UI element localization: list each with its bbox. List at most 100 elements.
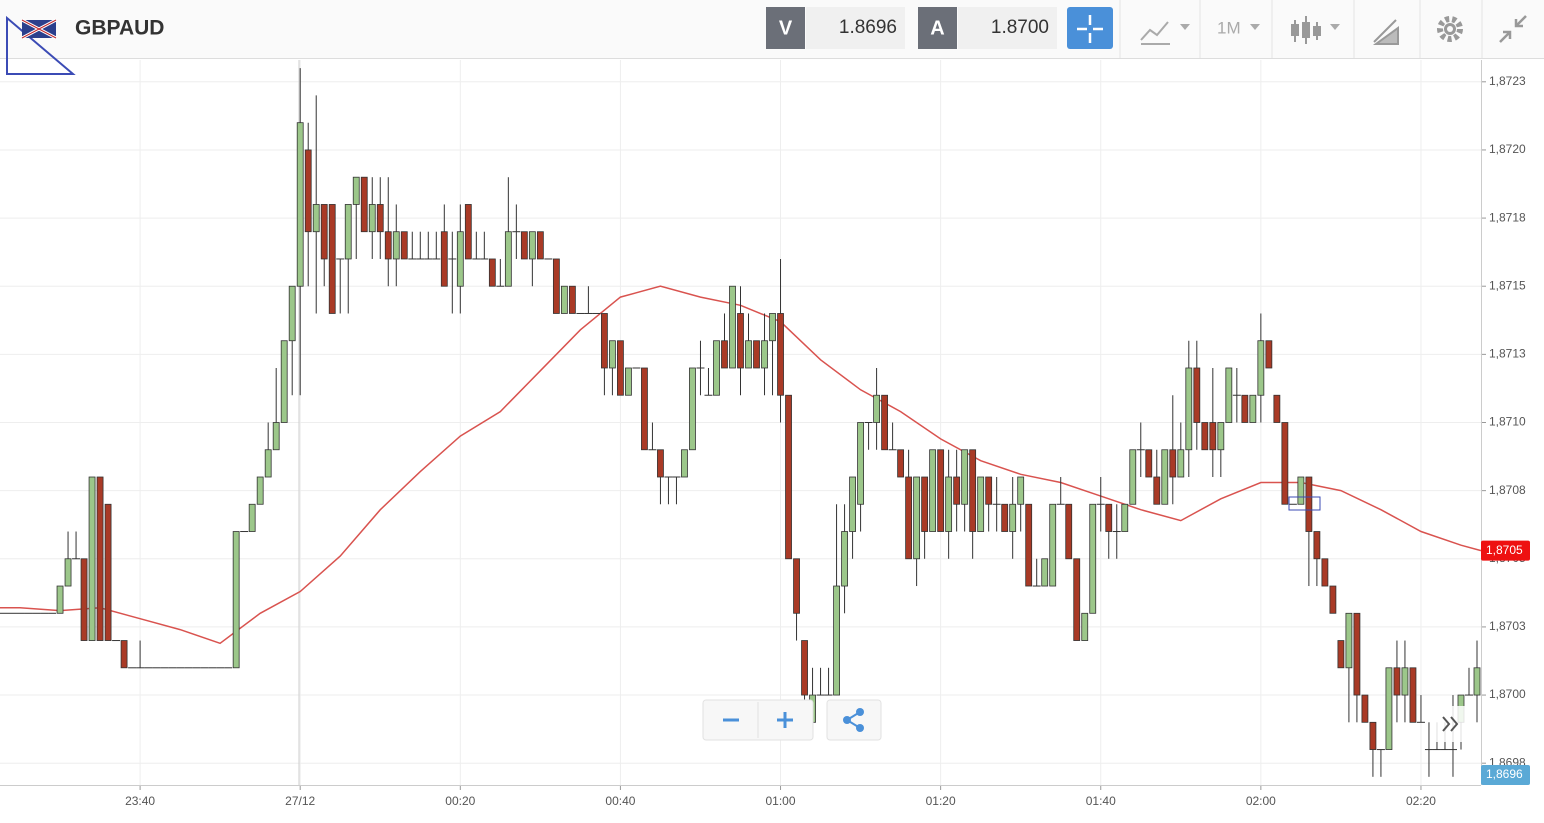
y-tick-label: 1,8703 — [1489, 619, 1526, 633]
candle-body — [689, 367, 696, 451]
dropdown-arrow — [1250, 24, 1260, 30]
bid-box[interactable] — [806, 7, 905, 49]
candle-body — [56, 585, 64, 614]
candle-body — [897, 449, 905, 478]
candle-body — [88, 476, 96, 641]
candle-body — [440, 231, 448, 287]
scroll-end-button[interactable] — [1442, 716, 1459, 732]
candle-body — [1345, 612, 1353, 669]
candle-body — [1177, 449, 1185, 478]
candle-body — [104, 503, 112, 641]
candle-body — [256, 476, 264, 505]
candle-body — [456, 231, 464, 287]
candle-body — [1025, 503, 1033, 587]
candle-body — [657, 449, 664, 478]
crosshair-icon — [1077, 15, 1103, 43]
ask-box[interactable] — [958, 7, 1057, 49]
zoom-in-button[interactable] — [777, 712, 793, 728]
candle-body — [1281, 422, 1289, 505]
candle-icon — [1313, 26, 1321, 36]
draw-icon[interactable] — [1372, 19, 1399, 45]
candle-body — [328, 204, 336, 314]
candle-body — [1065, 503, 1073, 560]
candle-body — [1241, 394, 1249, 423]
settings-icon-hole — [1447, 26, 1453, 32]
candle-body — [1369, 721, 1377, 750]
candle-body — [1089, 503, 1097, 614]
candle-body — [96, 476, 104, 641]
chart-type-icon[interactable] — [1140, 21, 1170, 45]
candle-body — [833, 585, 840, 696]
symbol: GBPAUD — [75, 17, 164, 40]
x-tick-label: 00:40 — [605, 794, 635, 808]
y-tick-label: 1,8715 — [1489, 278, 1526, 292]
candle-body — [1041, 558, 1049, 587]
candle-body — [785, 394, 792, 560]
candle-body — [681, 449, 688, 478]
ma-price-label: 1,8705 — [1486, 543, 1523, 557]
candle-body — [1329, 585, 1337, 614]
candle-body — [921, 476, 929, 532]
candle-body — [384, 231, 392, 260]
bid-letter: V — [779, 17, 793, 39]
candle-body — [552, 258, 560, 314]
candle-body — [488, 258, 496, 287]
ask-price: 1.8700 — [991, 17, 1049, 38]
collapse-icon[interactable] — [1499, 15, 1527, 43]
zoom-controls — [702, 699, 1468, 742]
candle-body — [953, 476, 961, 505]
candle-body — [945, 476, 953, 532]
candle-body — [745, 340, 752, 369]
candle-body — [1257, 340, 1265, 396]
candle-body — [713, 340, 720, 396]
candle-body — [464, 204, 472, 260]
settings-icon[interactable] — [1437, 16, 1463, 42]
candle-body — [400, 231, 408, 260]
x-tick-label: 02:20 — [1406, 794, 1436, 808]
candle-body — [520, 231, 528, 260]
y-tick-label: 1,8720 — [1489, 142, 1526, 156]
candle-body — [288, 285, 296, 342]
candle-body — [1225, 367, 1233, 423]
candle-body — [536, 231, 544, 260]
candle-body — [913, 476, 921, 560]
x-tick-label: 01:40 — [1086, 794, 1116, 808]
candle-body — [1409, 667, 1417, 723]
candle-body — [1153, 476, 1161, 505]
candle-body — [777, 313, 784, 396]
ask-badge[interactable] — [918, 7, 957, 49]
candle-body — [232, 531, 240, 669]
candle-body — [304, 149, 312, 233]
candle-body — [1209, 422, 1217, 451]
last-price-badge — [1481, 765, 1530, 785]
candle-body — [625, 367, 632, 396]
header: GBPAUD V 1.8696 A 1.8700 1M — [0, 0, 1544, 75]
candle-body — [849, 476, 856, 532]
candle-body — [1361, 694, 1369, 723]
share-dot — [856, 708, 864, 716]
candle-body — [1193, 367, 1201, 423]
candle-body — [1161, 449, 1169, 505]
candle-body — [641, 367, 648, 451]
candle-body — [1081, 612, 1089, 641]
candle-body — [376, 204, 384, 233]
candle-body — [769, 313, 776, 342]
timeframe[interactable]: 1M — [1217, 18, 1241, 37]
candle-body — [320, 204, 328, 260]
candle-body — [1273, 394, 1281, 423]
candle-body — [560, 285, 568, 314]
crosshair-button[interactable] — [1067, 7, 1113, 49]
x-tick-label: 01:00 — [766, 794, 796, 808]
candle-body — [1249, 394, 1257, 423]
candle-body — [1297, 476, 1305, 505]
bid-badge[interactable] — [766, 7, 805, 49]
candle-body — [1001, 503, 1009, 532]
candle-body — [1305, 476, 1313, 532]
flag-cross-red — [21, 19, 57, 39]
candle-icon — [1302, 22, 1310, 38]
candle-body — [392, 231, 400, 260]
candle-body — [721, 340, 728, 369]
ask-letter: A — [930, 17, 944, 39]
candle-icon[interactable] — [1291, 24, 1299, 36]
